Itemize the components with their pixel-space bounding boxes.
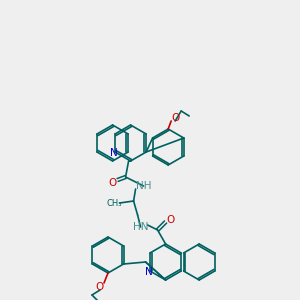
Text: O: O xyxy=(96,282,104,292)
Text: O: O xyxy=(167,215,175,225)
Text: CH₃: CH₃ xyxy=(107,200,122,208)
Text: HN: HN xyxy=(133,222,148,232)
Text: NH: NH xyxy=(136,181,151,191)
Text: N: N xyxy=(145,267,153,277)
Text: N: N xyxy=(110,148,118,158)
Text: O: O xyxy=(109,178,117,188)
Text: O: O xyxy=(171,113,179,123)
